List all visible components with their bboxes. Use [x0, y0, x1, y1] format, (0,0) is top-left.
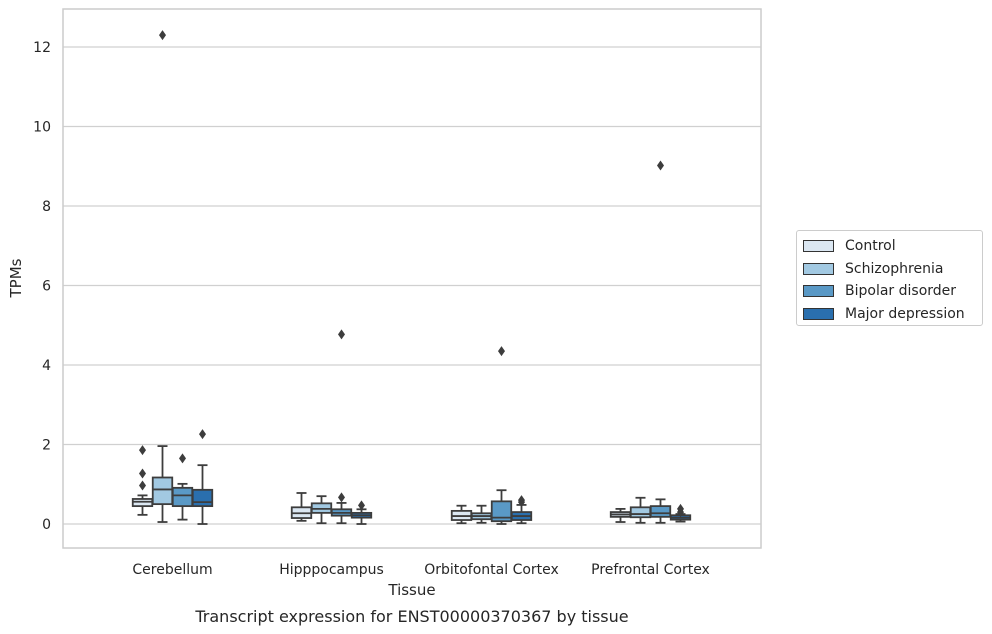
box-schizophrenia — [470, 504, 493, 524]
box-bipolar-disorder — [649, 160, 672, 524]
legend-item: Schizophrenia — [803, 258, 982, 281]
legend-swatch — [803, 307, 834, 320]
y-tick-label: 4 — [42, 358, 51, 374]
legend-swatch — [803, 240, 834, 253]
outlier-point — [139, 468, 146, 479]
outlier-point — [139, 480, 146, 491]
box-control — [450, 504, 473, 525]
y-tick-label: 6 — [42, 279, 51, 295]
y-tick-label: 10 — [33, 120, 51, 136]
outlier-point — [657, 160, 664, 171]
box-schizophrenia — [629, 496, 652, 524]
box-plots — [131, 30, 692, 525]
x-axis-title: Tissue — [387, 581, 435, 599]
box-iqr — [191, 488, 214, 508]
x-tick-labels: Cerebellum Hipppocampus Orbitofontal Corte… — [132, 562, 709, 578]
outlier-point — [179, 453, 186, 464]
y-tick-label: 8 — [42, 199, 51, 215]
outlier-point — [498, 346, 505, 357]
box-control — [131, 445, 154, 516]
chart-title: Transcript expression for ENST0000037036… — [194, 607, 628, 626]
box-major-depression — [191, 429, 214, 525]
outlier-point — [338, 329, 345, 340]
y-tick-label: 2 — [42, 438, 51, 454]
box-control — [609, 507, 632, 523]
box-major-depression — [350, 500, 373, 525]
legend-swatch — [803, 262, 834, 275]
y-axis-title: TPMs — [7, 258, 25, 298]
box-major-depression — [510, 495, 533, 525]
box-iqr — [629, 506, 652, 519]
legend-item: Major depression — [803, 303, 982, 326]
x-tick-label: Cerebellum — [132, 562, 212, 578]
outlier-point — [338, 492, 345, 503]
box-iqr — [649, 505, 672, 518]
y-tick-label: 0 — [42, 517, 51, 533]
y-tick-label: 12 — [33, 40, 51, 56]
y-tick-labels: 0 2 4 6 8 10 12 — [33, 40, 51, 533]
legend-item: Control — [803, 235, 982, 258]
legend: Control Schizophrenia Bipolar disorder Majo… — [796, 230, 983, 326]
x-tick-label: Prefrontal Cortex — [591, 562, 710, 578]
outlier-point — [358, 500, 365, 511]
box-bipolar-disorder — [171, 453, 194, 521]
gridlines — [63, 46, 761, 525]
outlier-point — [518, 497, 525, 508]
legend-label: Major depression — [845, 305, 965, 322]
legend-label: Schizophrenia — [845, 260, 944, 277]
legend-label: Bipolar disorder — [845, 283, 957, 300]
box-major-depression — [669, 503, 692, 523]
box-control — [290, 492, 313, 522]
plot-frame — [62, 8, 762, 549]
outlier-point — [159, 30, 166, 41]
legend-item: Bipolar disorder — [803, 280, 982, 303]
outlier-point — [139, 445, 146, 456]
box-schizophrenia — [310, 495, 333, 525]
legend-swatch — [803, 285, 834, 298]
box-iqr — [171, 486, 194, 508]
box-bipolar-disorder — [330, 329, 353, 525]
legend-label: Control — [845, 238, 896, 255]
box-schizophrenia — [151, 30, 174, 523]
x-tick-label: Hipppocampus — [279, 562, 384, 578]
x-tick-label: Orbitofontal Cortex — [424, 562, 559, 578]
outlier-point — [677, 507, 684, 518]
box-iqr — [151, 476, 174, 506]
outlier-point — [199, 429, 206, 440]
box-bipolar-disorder — [490, 346, 513, 525]
